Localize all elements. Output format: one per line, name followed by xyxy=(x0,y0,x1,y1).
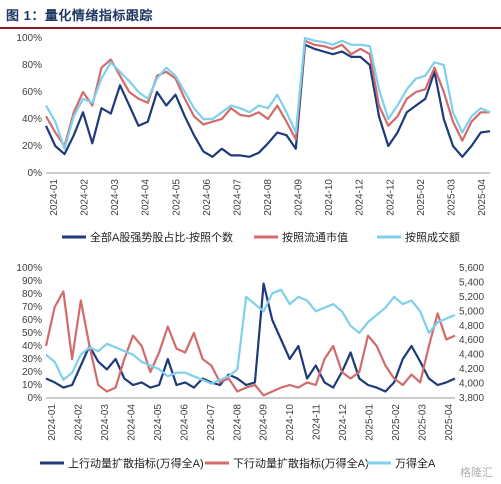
chart2-y-left-tick: 20% xyxy=(22,367,42,378)
chart2-x-tick: 2024-09 xyxy=(259,404,270,441)
chart1-legend-label: 按照成交额 xyxy=(405,230,460,244)
chart2-y-left-tick: 0% xyxy=(28,393,43,404)
chart1-x-tick: 2025-04 xyxy=(477,179,488,216)
chart1-y-tick: 40% xyxy=(22,114,42,125)
title-bar: 图 1：量化情绪指标跟踪 xyxy=(0,0,501,29)
chart2-y-right-tick: 5,200 xyxy=(459,292,484,303)
chart2-x-tick: 2024-06 xyxy=(179,404,190,441)
chart1-x-tick: 2025-03 xyxy=(446,179,457,216)
chart1-x-tick: 2024-12 xyxy=(385,179,396,216)
chart2-series-line-2 xyxy=(45,288,456,385)
chart1-y-tick: 100% xyxy=(16,33,42,44)
chart2-y-left-tick: 60% xyxy=(22,315,42,326)
chart2-y-right-tick: 4,000 xyxy=(459,379,484,390)
chart1-y-tick: 20% xyxy=(22,141,42,152)
chart2-series-line-0 xyxy=(45,282,456,393)
chart2-y-left-tick: 100% xyxy=(16,263,42,274)
chart1-x-tick: 2024-01 xyxy=(49,179,60,216)
chart2-x-tick: 2025-02 xyxy=(391,404,402,441)
chart2-x-tick: 2024-10 xyxy=(285,404,296,441)
chart1-x-tick: 2024-03 xyxy=(110,179,121,216)
chart1-x-tick: 2024-10 xyxy=(324,179,335,216)
chart1-y-tick: 60% xyxy=(22,87,42,98)
chart1-x-tick: 2024-09 xyxy=(294,179,305,216)
chart2-x-tick: 2024-08 xyxy=(232,404,243,441)
chart2-y-right-tick: 5,400 xyxy=(459,277,484,288)
chart1-x-tick: 2024-06 xyxy=(202,179,213,216)
chart2-y-left-tick: 10% xyxy=(22,380,42,391)
chart2-x-tick: 2024-03 xyxy=(100,404,111,441)
chart1-legend-label: 按照流通市值 xyxy=(282,230,348,244)
chart1-series-line-1 xyxy=(45,39,490,148)
chart2-legend-label: 下行动量扩散指标(万得全A) xyxy=(233,456,369,470)
chart2-x-tick: 2024-05 xyxy=(153,404,164,441)
chart2-x-tick: 2024-02 xyxy=(73,404,84,441)
chart2-x-tick: 2024-12 xyxy=(338,404,349,441)
chart2-y-left-tick: 80% xyxy=(22,289,42,300)
chart2-series-line-1 xyxy=(44,290,456,397)
chart2-y-left-tick: 70% xyxy=(22,302,42,313)
chart1-x-tick: 2024-07 xyxy=(232,179,243,216)
chart2-y-right-tick: 4,200 xyxy=(459,364,484,375)
chart1-x-tick: 2024-12 xyxy=(355,179,366,216)
chart2-y-left-tick: 90% xyxy=(22,276,42,287)
chart1-x-tick: 2024-02 xyxy=(80,179,91,216)
chart2-y-right-tick: 5,600 xyxy=(459,263,484,274)
chart2-y-right-tick: 3,800 xyxy=(459,393,484,404)
page-title: 图 1：量化情绪指标跟踪 xyxy=(6,8,153,23)
chart2-x-tick: 2024-11 xyxy=(312,404,323,440)
chart2-y-left-tick: 40% xyxy=(22,341,42,352)
chart2-x-tick: 2025-04 xyxy=(444,404,455,441)
chart2-y-right-tick: 5,000 xyxy=(459,306,484,317)
chart1-legend-label: 全部A股强势股占比-按照个数 xyxy=(90,230,233,244)
chart2-x-tick: 2024-01 xyxy=(47,404,58,441)
chart2-legend-label: 万得全A xyxy=(395,456,436,470)
chart2-x-tick: 2024-07 xyxy=(206,404,217,441)
chart1-y-tick: 0% xyxy=(28,168,43,179)
watermark: 格隆汇 xyxy=(460,467,493,479)
chart1-x-tick: 2024-05 xyxy=(171,179,182,216)
chart1-series-line-0 xyxy=(45,43,491,158)
chart2-x-tick: 2024-04 xyxy=(126,404,137,441)
chart2-y-left-tick: 50% xyxy=(22,328,42,339)
chart1-series-line-2 xyxy=(45,36,491,150)
chart1-x-tick: 2024-04 xyxy=(141,179,152,216)
chart2-y-left-tick: 30% xyxy=(22,354,42,365)
chart2-y-right-tick: 4,600 xyxy=(459,335,484,346)
chart2-y-right-tick: 4,800 xyxy=(459,321,484,332)
chart1-x-tick: 2024-08 xyxy=(263,179,274,216)
chart2-legend-label: 上行动量扩散指标(万得全A) xyxy=(68,456,204,470)
title-underline xyxy=(0,27,501,29)
chart1-x-tick: 2025-02 xyxy=(416,179,427,216)
chart2-x-tick: 2025-03 xyxy=(418,404,429,441)
chart2-x-tick: 2025-01 xyxy=(365,404,376,441)
chart2-y-right-tick: 4,400 xyxy=(459,350,484,361)
chart1-y-tick: 80% xyxy=(22,60,42,71)
